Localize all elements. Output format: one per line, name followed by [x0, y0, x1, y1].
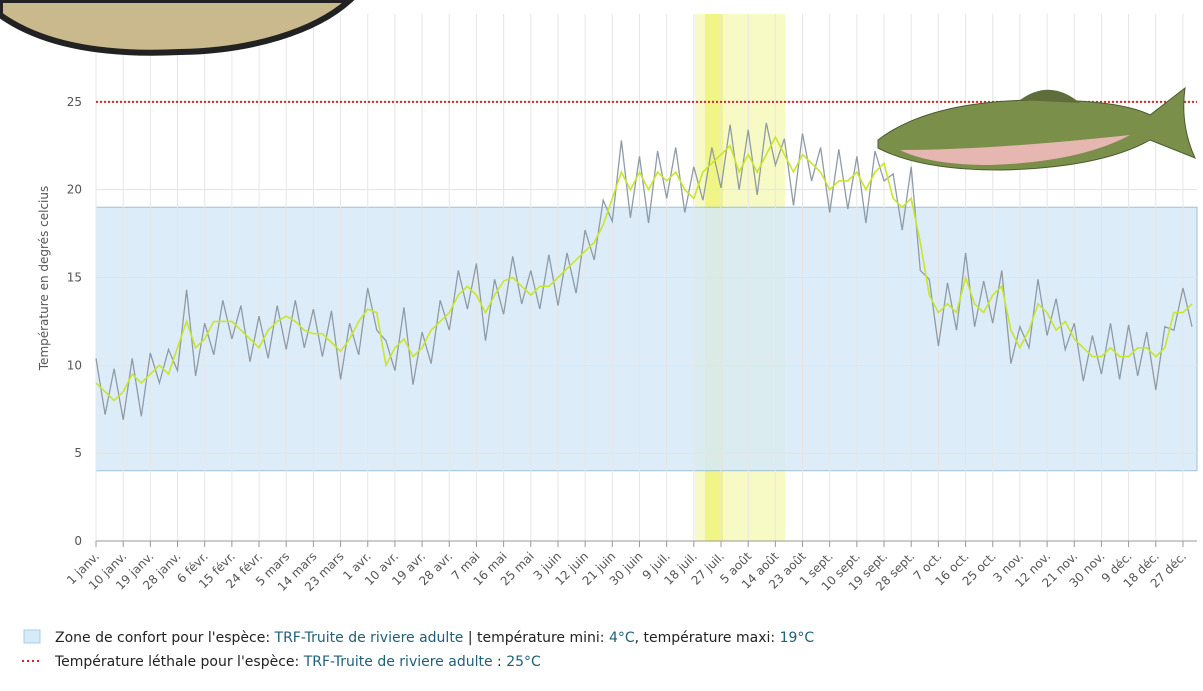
y-axis-label: Température en degrés celcius — [37, 186, 51, 371]
fish-image — [877, 86, 1196, 171]
legend-text: Température léthale pour l'espèce: — [54, 654, 299, 670]
y-tick-label: 5 — [74, 446, 82, 460]
legend-text: | température mini: — [468, 630, 605, 646]
legend-value: 4°C — [609, 630, 635, 646]
map-inset — [0, 0, 355, 56]
legend-value: 19°C — [780, 630, 815, 646]
legend-text: : — [497, 654, 502, 670]
legend-swatch — [23, 629, 41, 644]
legend-text: , température maxi: — [635, 630, 775, 646]
y-tick-label: 15 — [67, 271, 82, 285]
legend-text: Zone de confort pour l'espèce: — [55, 630, 270, 646]
legend-species: TRF-Truite de riviere adulte — [303, 654, 493, 670]
y-tick-label: 0 — [74, 534, 82, 548]
legend-value: 25°C — [506, 654, 541, 670]
series-line — [95, 122, 1193, 420]
legend-text: Zone de confort pour l'espèce: TRF-Truit… — [55, 630, 814, 646]
y-tick-label: 25 — [67, 95, 82, 109]
legend-species: TRF-Truite de riviere adulte — [274, 630, 464, 646]
comfort-zone — [95, 206, 1198, 472]
legend: Zone de confort pour l'espèce: TRF-Truit… — [22, 629, 814, 670]
y-tick-label: 20 — [67, 183, 82, 197]
legend-text: Température léthale pour l'espèce: TRF-T… — [54, 654, 541, 670]
series-line — [95, 135, 1193, 402]
y-tick-label: 10 — [67, 358, 82, 372]
